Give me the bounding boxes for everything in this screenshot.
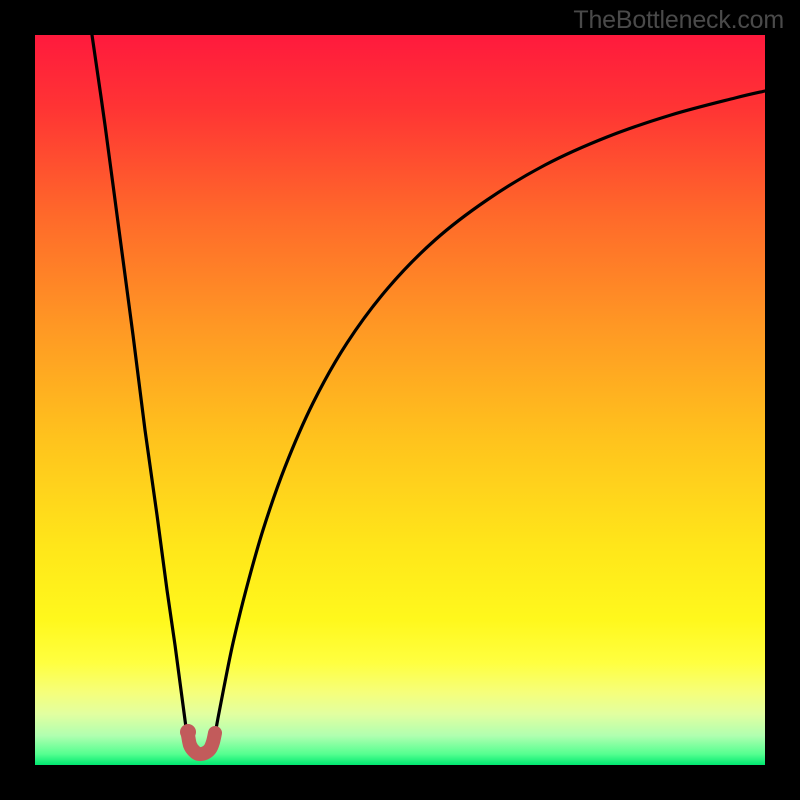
plot-background [35,35,765,765]
bottleneck-chart [0,0,800,800]
chart-container: TheBottleneck.com [0,0,800,800]
optimal-region-dot [180,724,196,740]
watermark-text: TheBottleneck.com [573,6,784,35]
